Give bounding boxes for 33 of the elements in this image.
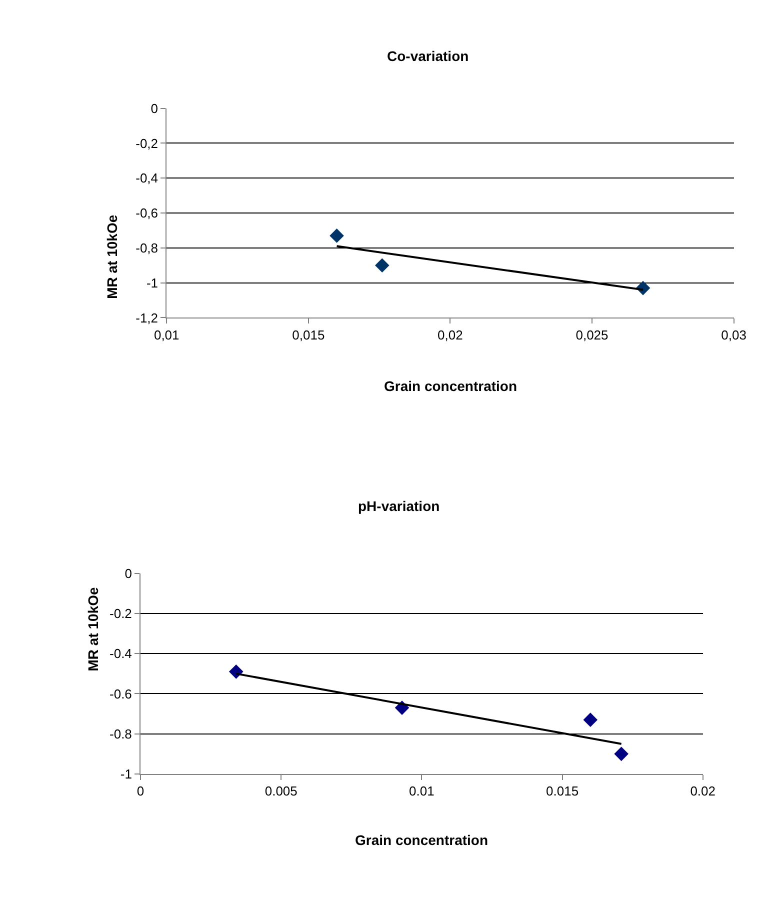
y-tick-label: -1 xyxy=(146,275,158,290)
x-axis-title: Grain concentration xyxy=(384,378,518,394)
point xyxy=(614,746,628,762)
x-tick-label: 0,01 xyxy=(154,327,180,342)
y-tick-label: -0,2 xyxy=(136,136,158,151)
y-tick-label: -0,8 xyxy=(136,240,158,256)
x-tick-label: 0,03 xyxy=(721,327,746,342)
chart-title: pH-variation xyxy=(358,498,440,514)
y-tick-label: -0.6 xyxy=(110,686,132,702)
y-tick-label: -0,4 xyxy=(136,170,158,186)
chart-title: Co-variation xyxy=(387,48,469,64)
y-tick-label: -1 xyxy=(120,766,132,782)
y-tick-label: 0 xyxy=(150,100,158,116)
x-tick-label: 0.02 xyxy=(690,784,716,799)
point xyxy=(583,712,598,727)
y-tick-label: -0.2 xyxy=(110,606,132,622)
y-tick-label: -0.8 xyxy=(110,726,132,742)
point xyxy=(374,258,390,273)
x-tick-label: 0,02 xyxy=(438,327,463,342)
point xyxy=(330,228,344,243)
y-tick-label: -0.4 xyxy=(110,646,132,662)
x-tick-label: 0,025 xyxy=(576,327,608,342)
x-tick-label: 0,015 xyxy=(292,327,325,342)
y-axis-title: MR at 10kOe xyxy=(104,214,120,299)
x-axis-title: Grain concentration xyxy=(355,832,488,848)
y-axis-title: MR at 10kOe xyxy=(84,587,101,672)
y-tick-label: -1,2 xyxy=(136,310,158,326)
x-tick-label: 0.01 xyxy=(409,784,434,799)
point xyxy=(228,664,244,679)
x-tick-label: 0.015 xyxy=(546,784,579,799)
y-tick-label: -0,6 xyxy=(136,206,158,221)
y-tick-label: 0 xyxy=(124,566,132,581)
x-tick-label: 0.005 xyxy=(264,784,298,799)
